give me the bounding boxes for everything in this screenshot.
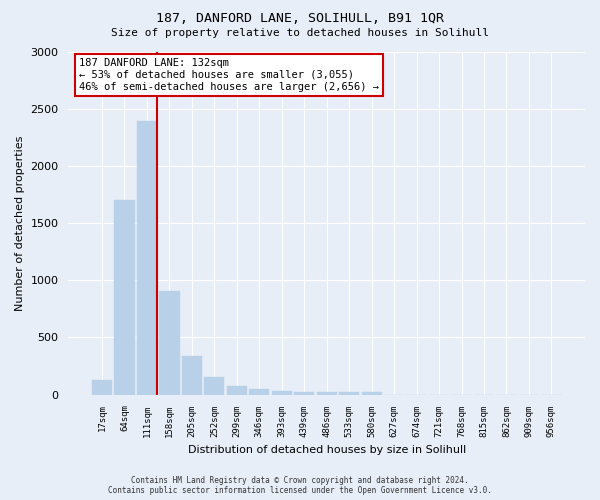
Bar — [272, 390, 292, 394]
Bar — [294, 392, 314, 394]
Text: 187, DANFORD LANE, SOLIHULL, B91 1QR: 187, DANFORD LANE, SOLIHULL, B91 1QR — [156, 12, 444, 26]
Bar — [159, 290, 179, 395]
Bar — [227, 386, 247, 394]
Bar — [204, 377, 224, 394]
Text: 187 DANFORD LANE: 132sqm
← 53% of detached houses are smaller (3,055)
46% of sem: 187 DANFORD LANE: 132sqm ← 53% of detach… — [79, 58, 379, 92]
Bar — [317, 392, 337, 394]
Bar — [137, 122, 157, 394]
Bar — [362, 392, 382, 394]
Bar — [249, 389, 269, 394]
Bar — [92, 380, 112, 394]
X-axis label: Distribution of detached houses by size in Solihull: Distribution of detached houses by size … — [188, 445, 466, 455]
Bar — [339, 392, 359, 394]
Text: Size of property relative to detached houses in Solihull: Size of property relative to detached ho… — [111, 28, 489, 38]
Y-axis label: Number of detached properties: Number of detached properties — [15, 136, 25, 311]
Bar — [182, 356, 202, 395]
Text: Contains HM Land Registry data © Crown copyright and database right 2024.
Contai: Contains HM Land Registry data © Crown c… — [108, 476, 492, 495]
Bar — [115, 200, 134, 394]
